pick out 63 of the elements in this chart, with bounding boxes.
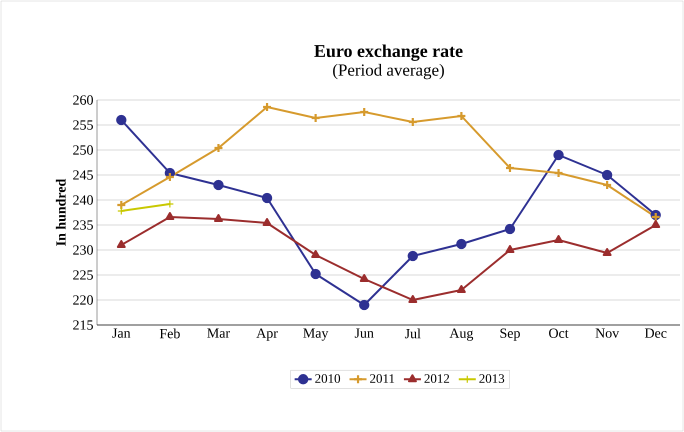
legend-label: 2012 bbox=[424, 374, 450, 383]
point bbox=[311, 250, 320, 258]
x-tick-label: Dec bbox=[644, 328, 667, 338]
point bbox=[359, 300, 370, 310]
point bbox=[360, 274, 369, 282]
point bbox=[456, 285, 466, 293]
point bbox=[456, 238, 467, 250]
legend-label: 2010 bbox=[315, 374, 340, 383]
point bbox=[553, 150, 564, 160]
point bbox=[456, 110, 466, 122]
chart-title: Euro exchange rate bbox=[314, 44, 463, 61]
point bbox=[602, 248, 612, 256]
point bbox=[262, 192, 272, 204]
y-tick-label: 230 bbox=[73, 245, 93, 255]
point bbox=[504, 224, 516, 234]
y-tick-label: 235 bbox=[73, 220, 93, 230]
point bbox=[166, 200, 174, 208]
x-tick-label: Apr bbox=[256, 328, 278, 341]
y-tick-label: 240 bbox=[73, 195, 93, 205]
point bbox=[506, 245, 514, 253]
y-tick-label: 245 bbox=[73, 170, 93, 180]
x-tick-label: Aug bbox=[450, 328, 474, 341]
y-tick-label: 225 bbox=[73, 270, 93, 280]
y-tick-label: 220 bbox=[73, 295, 93, 305]
point bbox=[310, 268, 321, 280]
point bbox=[262, 102, 272, 112]
point bbox=[602, 170, 612, 180]
point bbox=[213, 180, 224, 190]
chart-subtitle: (Period average) bbox=[333, 64, 444, 80]
legend-label: 2011 bbox=[370, 374, 394, 383]
x-tick-label: Sep bbox=[500, 328, 520, 341]
point bbox=[262, 218, 272, 226]
point bbox=[214, 214, 223, 222]
point bbox=[359, 106, 370, 118]
x-tick-label: Oct bbox=[549, 328, 569, 338]
point bbox=[116, 240, 126, 248]
point bbox=[117, 206, 126, 216]
point bbox=[213, 142, 224, 154]
point bbox=[310, 112, 321, 124]
y-tick-label: 250 bbox=[73, 145, 93, 155]
point bbox=[504, 162, 516, 174]
point bbox=[408, 295, 418, 303]
x-tick-label: Jan bbox=[112, 328, 130, 338]
y-tick-label: 255 bbox=[73, 120, 93, 130]
x-tick-label: Feb bbox=[160, 328, 180, 338]
point bbox=[554, 235, 564, 243]
point bbox=[164, 172, 175, 182]
point bbox=[116, 114, 126, 126]
point bbox=[602, 180, 612, 190]
x-tick-label: Nov bbox=[596, 328, 620, 338]
point bbox=[553, 168, 564, 178]
x-tick-label: May bbox=[303, 328, 328, 341]
x-tick-label: Jun bbox=[354, 328, 374, 338]
point bbox=[165, 212, 174, 220]
y-axis-title: In hundred bbox=[56, 178, 66, 246]
y-tick-label: 215 bbox=[73, 320, 93, 330]
legend-label: 2013 bbox=[479, 374, 504, 383]
y-tick-label: 260 bbox=[73, 95, 93, 105]
point bbox=[408, 116, 418, 128]
x-tick-label: Jul bbox=[404, 328, 421, 338]
point bbox=[651, 220, 660, 228]
x-tick-label: Mar bbox=[207, 328, 230, 338]
point bbox=[408, 250, 418, 262]
